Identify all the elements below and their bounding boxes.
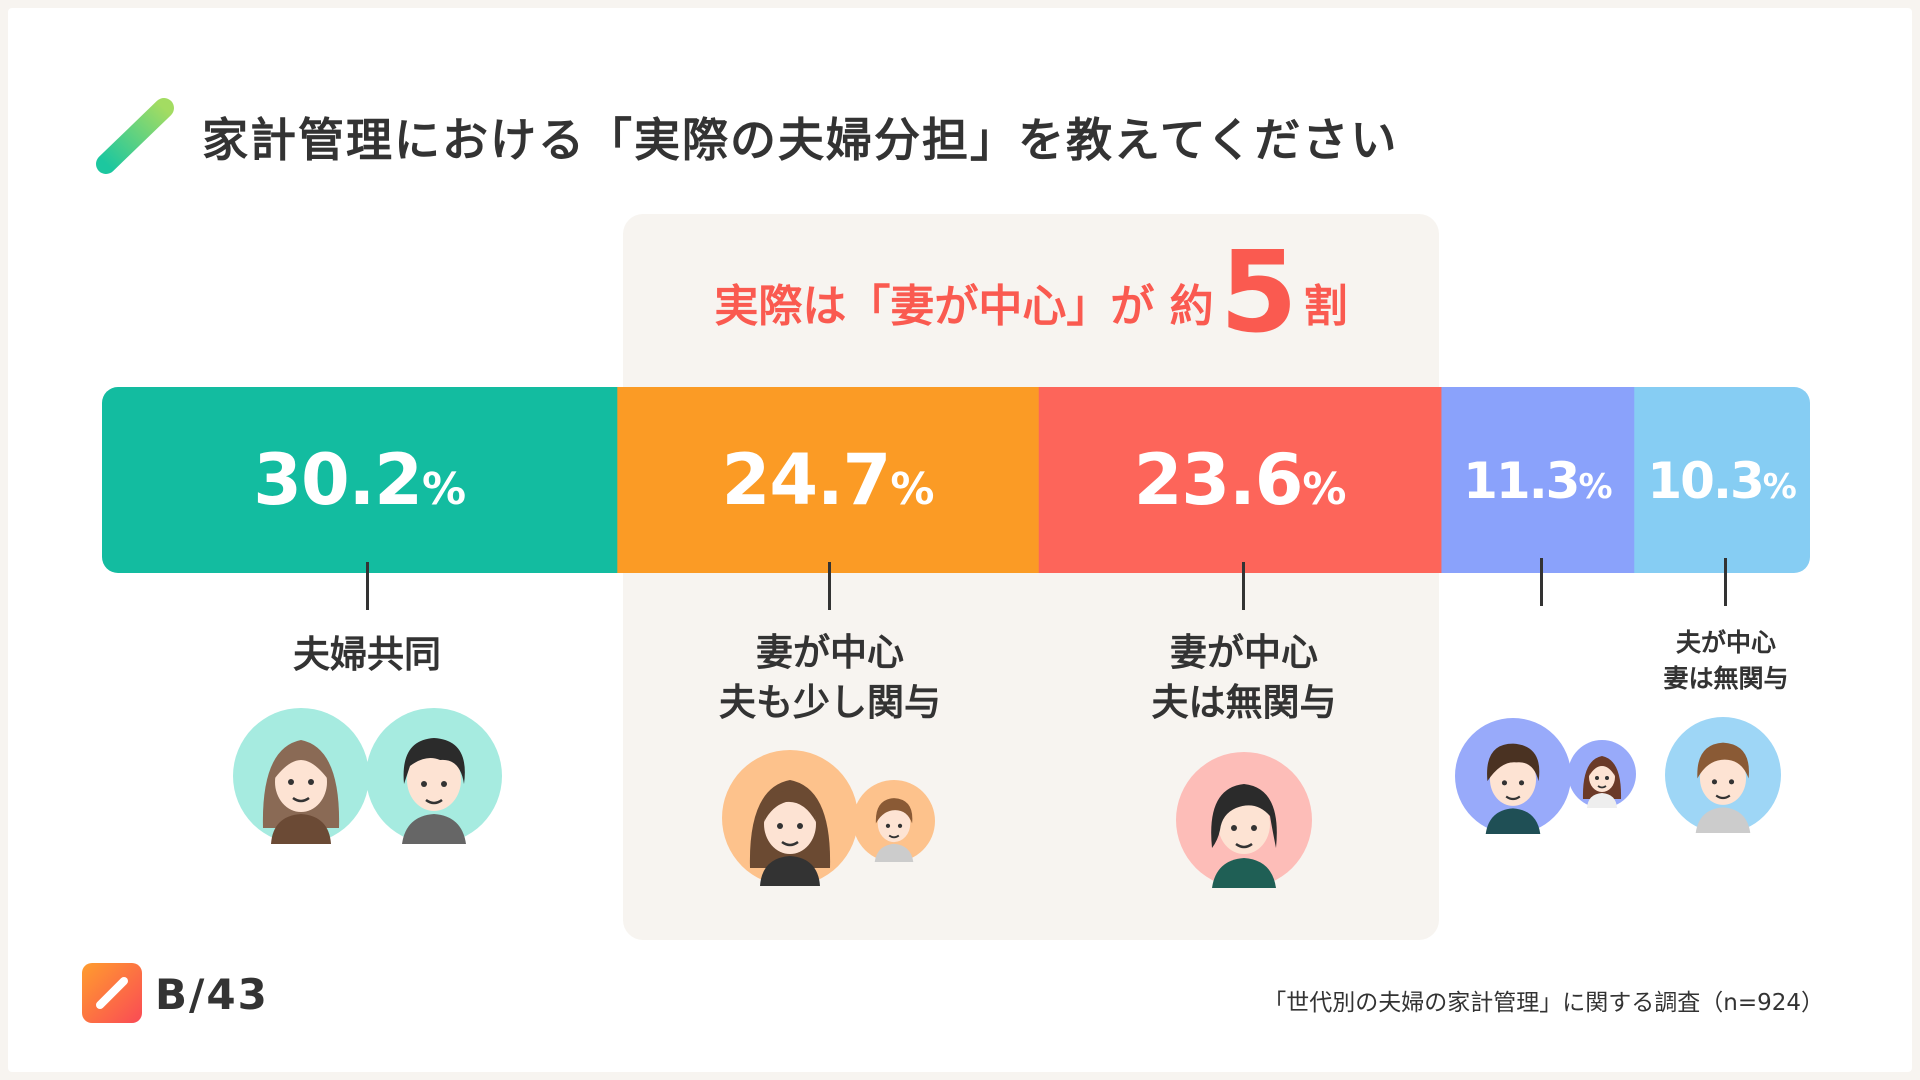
man-avatar-icon xyxy=(1665,717,1781,833)
tick-wife-some xyxy=(828,562,831,610)
bar-segment-3 xyxy=(1038,387,1442,573)
label-husband-wife-none: 夫が中心 妻は無関与 xyxy=(1663,628,1789,693)
label-wife-husband-none: 妻が中心 夫は無関与 xyxy=(1151,631,1337,724)
bar-segment-1 xyxy=(102,387,618,573)
woman-avatar-icon xyxy=(722,750,858,886)
data-label-3: 23.6% xyxy=(1134,439,1347,521)
bar-segment-4 xyxy=(1441,387,1635,573)
source-note: 「世代別の夫婦の家計管理」に関する調査（n=924） xyxy=(1263,990,1824,1016)
title-accent-icon xyxy=(96,98,174,174)
headline: 実際は「妻が中心」が 約5 割 xyxy=(623,237,1439,349)
stacked-bar-chart: 30.2% 24.7% 23.6% 11.3% 10.3% xyxy=(102,387,1810,573)
data-label-2: 24.7% xyxy=(722,439,935,521)
tick-husband-some xyxy=(1540,558,1543,606)
data-label-5: 10.3% xyxy=(1647,452,1796,510)
bar-segment-5 xyxy=(1634,387,1810,573)
page-title: 家計管理における「実際の夫婦分担」を教えてください xyxy=(202,113,1399,167)
brand-name: B/43 xyxy=(155,970,269,1019)
tick-wife-none xyxy=(1242,562,1245,610)
headline-prefix: 実際は「妻が中心」が 約 xyxy=(714,281,1214,332)
woman-avatar-icon xyxy=(1568,740,1636,808)
data-label-4: 11.3% xyxy=(1463,452,1612,510)
man-avatar-icon xyxy=(1455,718,1571,834)
man-avatar-icon xyxy=(366,708,502,844)
label-joint: 夫婦共同 xyxy=(293,633,441,676)
logo-slash-icon xyxy=(82,963,142,1023)
headline-number: 5 xyxy=(1219,228,1298,358)
man-avatar-icon xyxy=(853,780,935,862)
label-wife-husband-some: 妻が中心 夫も少し関与 xyxy=(719,631,941,724)
tick-husband-none xyxy=(1724,558,1727,606)
data-label-1: 30.2% xyxy=(253,439,466,521)
woman-avatar-icon xyxy=(1176,752,1312,888)
woman-avatar-icon xyxy=(233,708,369,844)
tick-joint xyxy=(366,562,369,610)
bar-segment-2 xyxy=(617,387,1040,573)
headline-suffix: 割 xyxy=(1303,281,1348,332)
